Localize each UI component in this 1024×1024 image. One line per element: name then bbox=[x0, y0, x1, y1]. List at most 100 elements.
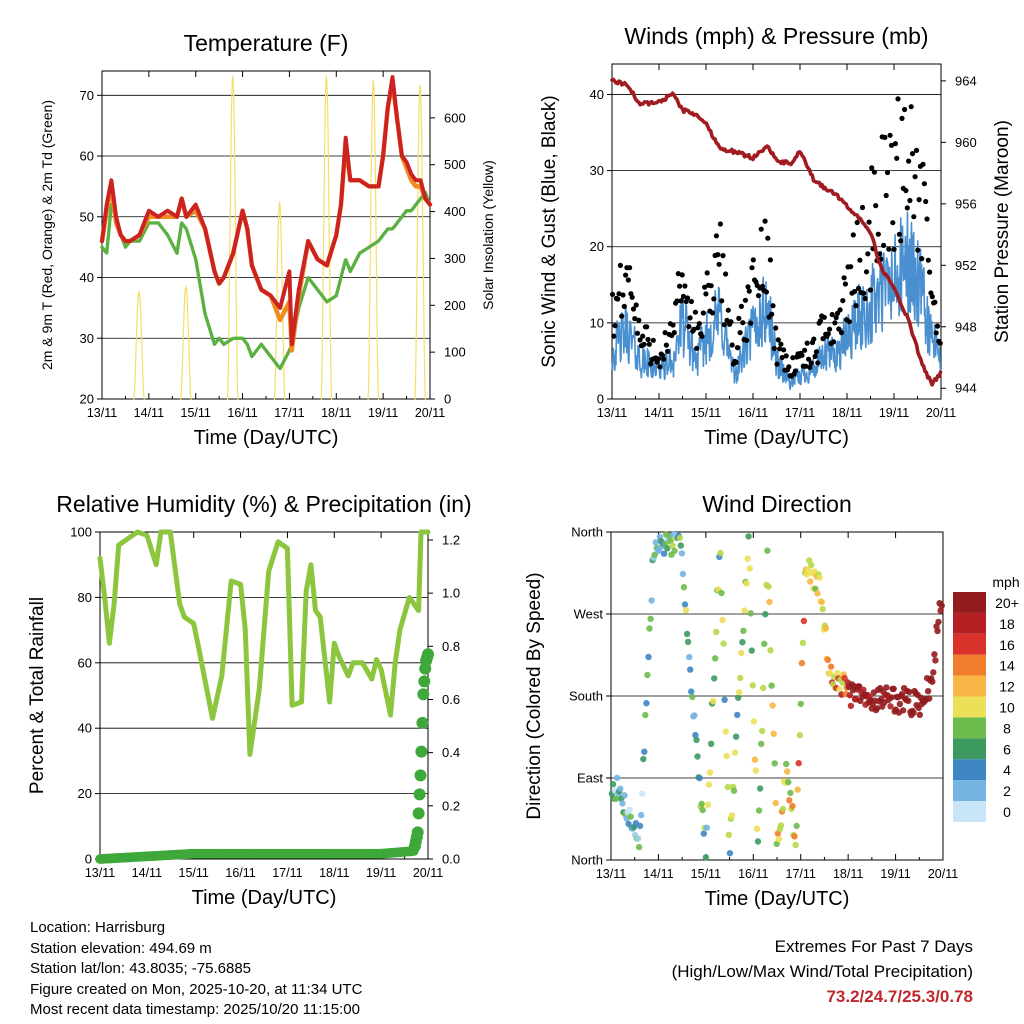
direction-point bbox=[734, 711, 741, 719]
gust-point bbox=[682, 283, 688, 289]
direction-point bbox=[686, 653, 693, 661]
y-axis-label: Percent & Total Rainfall bbox=[27, 597, 48, 794]
gust-point bbox=[691, 326, 697, 332]
direction-point bbox=[737, 674, 744, 682]
gust-point bbox=[773, 325, 779, 331]
y2-tick-label: 0.6 bbox=[442, 692, 460, 707]
direction-point bbox=[642, 711, 649, 719]
x-tick-label: 19/11 bbox=[368, 406, 398, 420]
gust-point bbox=[863, 269, 870, 275]
direction-point bbox=[818, 598, 825, 606]
y-tick-label: 0 bbox=[597, 392, 604, 407]
rainfall-point bbox=[416, 716, 429, 729]
rainfall-point bbox=[414, 769, 427, 782]
gust-point bbox=[821, 314, 827, 320]
gust-point bbox=[700, 310, 706, 316]
gust-point bbox=[674, 298, 680, 304]
direction-point bbox=[836, 686, 843, 693]
direction-point bbox=[717, 549, 724, 557]
gust-point bbox=[640, 333, 646, 339]
gust-point bbox=[770, 303, 776, 309]
direction-point bbox=[932, 657, 939, 664]
direction-point bbox=[711, 675, 718, 682]
gust-point bbox=[869, 165, 875, 171]
gust-point bbox=[833, 315, 839, 321]
gust-point bbox=[713, 233, 720, 239]
direction-point bbox=[706, 769, 714, 776]
elevation-text: Station elevation: 494.69 m bbox=[30, 939, 212, 957]
x-tick-label: 16/11 bbox=[227, 406, 257, 420]
gust-point bbox=[663, 342, 670, 348]
direction-point bbox=[759, 727, 766, 735]
recent-text: Most recent data timestamp: 2025/10/20 1… bbox=[30, 1001, 360, 1018]
gust-point bbox=[763, 289, 770, 295]
gust-point bbox=[719, 298, 725, 304]
x-tick-label: 19/11 bbox=[879, 406, 909, 420]
direction-point bbox=[819, 605, 826, 613]
colorbar-label: 2 bbox=[1003, 783, 1011, 799]
gust-point bbox=[708, 283, 714, 289]
colorbar-label: 10 bbox=[999, 700, 1015, 716]
y2-tick-label: 1.0 bbox=[442, 586, 460, 601]
x-tick-label: 14/11 bbox=[132, 866, 162, 880]
gust-point bbox=[717, 221, 724, 227]
direction-point bbox=[722, 728, 729, 735]
y2-tick-label: 200 bbox=[444, 298, 466, 313]
x-tick-label: 17/11 bbox=[786, 867, 816, 881]
gust-point bbox=[765, 235, 771, 241]
x-tick-label: 13/11 bbox=[85, 866, 115, 880]
direction-point bbox=[761, 640, 768, 647]
gust-point bbox=[913, 147, 920, 153]
gust-point bbox=[806, 356, 812, 362]
direction-point bbox=[926, 695, 933, 702]
gust-point bbox=[625, 277, 631, 283]
solar-insolation-curve bbox=[133, 290, 145, 400]
gust-point bbox=[644, 324, 650, 330]
gust-point bbox=[815, 360, 821, 366]
direction-point bbox=[726, 850, 734, 857]
direction-point bbox=[794, 786, 801, 793]
gust-point bbox=[778, 341, 784, 347]
gust-point bbox=[709, 310, 716, 316]
y-tick-label: North bbox=[571, 525, 603, 540]
x-tick-label: 20/11 bbox=[415, 406, 445, 420]
gust-point bbox=[887, 132, 893, 138]
gust-point bbox=[881, 242, 887, 248]
gust-point bbox=[866, 219, 872, 225]
gust-point bbox=[804, 340, 810, 346]
direction-point bbox=[740, 627, 747, 634]
gust-point bbox=[671, 330, 677, 336]
colorbar-swatch bbox=[953, 738, 986, 760]
direction-point bbox=[643, 700, 650, 707]
direction-point bbox=[758, 740, 765, 748]
gust-point bbox=[846, 319, 852, 325]
x-axis-label: Time (Day/UTC) bbox=[704, 427, 849, 449]
y-tick-label: 50 bbox=[80, 209, 94, 224]
direction-point bbox=[799, 639, 807, 646]
direction-point bbox=[621, 792, 628, 799]
direction-point bbox=[937, 607, 944, 614]
direction-point bbox=[822, 625, 830, 632]
colorbar-swatch bbox=[953, 592, 986, 613]
gust-point bbox=[867, 287, 874, 293]
direction-point bbox=[612, 795, 620, 802]
direction-point bbox=[619, 800, 626, 807]
y2-tick-label: 956 bbox=[955, 196, 977, 211]
colorbar-label: 0 bbox=[1003, 804, 1011, 820]
gust-point bbox=[696, 321, 702, 327]
gust-point bbox=[688, 298, 695, 305]
x-tick-label: 19/11 bbox=[366, 866, 396, 880]
gust-point bbox=[884, 169, 891, 176]
gust-point bbox=[841, 275, 847, 281]
direction-point bbox=[748, 647, 755, 654]
gust-point bbox=[871, 169, 878, 175]
gust-point bbox=[919, 256, 925, 262]
direction-point bbox=[626, 806, 633, 813]
direction-point bbox=[841, 674, 848, 682]
gust-point bbox=[920, 161, 926, 167]
colorbar-label: 6 bbox=[1003, 741, 1011, 757]
x-tick-label: 13/11 bbox=[596, 867, 626, 881]
colorbar-label: 14 bbox=[999, 658, 1015, 674]
gust-point bbox=[711, 296, 717, 302]
gust-point bbox=[646, 341, 652, 347]
